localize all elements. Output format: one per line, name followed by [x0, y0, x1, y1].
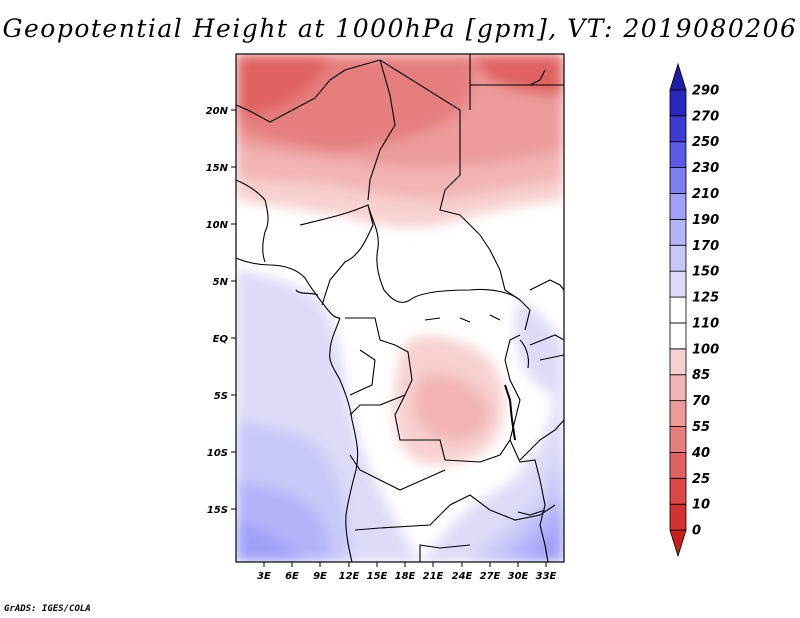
- colorbar-swatch: [669, 400, 687, 427]
- colorbar-swatch: [669, 89, 687, 117]
- colorbar-level-label: 100: [692, 342, 719, 357]
- colorbar-swatch: [669, 270, 687, 298]
- lat-tick-label: EQ: [213, 334, 229, 345]
- lon-tick-label: 12E: [339, 571, 360, 582]
- colorbar-swatch: [669, 529, 687, 558]
- longitude-axis: 3E 6E 9E 12E 15E 18E 21E 24E 27E 30E 33E: [257, 562, 557, 582]
- colorbar-swatch: [669, 322, 687, 350]
- lon-tick-label: 21E: [423, 571, 444, 582]
- colorbar-level-label: 40: [691, 446, 710, 461]
- colorbar-level-label: 210: [692, 187, 719, 202]
- colorbar-swatch: [669, 348, 687, 376]
- lat-tick-label: 15N: [206, 163, 229, 174]
- lon-tick-label: 33E: [536, 571, 557, 582]
- lat-tick-label: 15S: [207, 505, 228, 516]
- lon-tick-label: 15E: [367, 571, 388, 582]
- lon-tick-label: 30E: [508, 571, 529, 582]
- lon-tick-label: 18E: [395, 571, 416, 582]
- colorbar-swatch: [669, 374, 687, 402]
- colorbar-swatch: [669, 218, 687, 246]
- colorbar-level-label: 55: [692, 420, 710, 435]
- map-title: Geopotential Height at 1000hPa [gpm], VT…: [2, 14, 798, 43]
- colorbar-swatch: [669, 503, 687, 531]
- lat-tick-label: 20N: [206, 106, 229, 117]
- colorbar-level-label: 85: [692, 368, 710, 383]
- colorbar-swatch: [669, 426, 687, 453]
- colorbar-level-label: 150: [692, 265, 719, 280]
- colorbar-level-label: 230: [692, 161, 719, 176]
- colorbar-level-label: 25: [692, 472, 710, 487]
- grads-credit: GrADS: IGES/COLA: [4, 604, 91, 614]
- colorbar-level-label: 70: [692, 394, 710, 409]
- colorbar-swatch: [669, 167, 687, 194]
- colorbar-swatch: [669, 115, 687, 143]
- colorbar-level-label: 125: [692, 291, 719, 306]
- colorbar-swatch: [669, 452, 687, 479]
- colorbar-swatch: [669, 141, 687, 168]
- lat-tick-label: 10S: [207, 448, 228, 459]
- colorbar-swatch: [669, 62, 687, 91]
- colorbar-swatch: [669, 244, 687, 272]
- colorbar-level-label: 0: [692, 524, 701, 539]
- colorbar-level-label: 10: [692, 498, 710, 513]
- colorbar-level-label: 290: [692, 83, 719, 98]
- colorbar-swatch: [669, 477, 687, 505]
- lat-tick-label: 10N: [206, 220, 229, 231]
- lon-tick-label: 27E: [480, 571, 501, 582]
- colorbar-level-label: 110: [692, 316, 719, 331]
- colorbar: 0 10 25 40 55 70 85 100 110 125 150 170 190 210 230 250…: [669, 62, 719, 558]
- lon-tick-label: 24E: [452, 571, 473, 582]
- colorbar-swatch: [669, 296, 687, 324]
- colorbar-level-label: 170: [692, 239, 719, 254]
- lat-tick-label: 5N: [213, 277, 229, 288]
- lat-tick-label: 5S: [214, 391, 228, 402]
- country-borders: [236, 54, 564, 562]
- colorbar-level-label: 190: [692, 213, 719, 228]
- lon-tick-label: 3E: [257, 571, 271, 582]
- colorbar-level-label: 270: [692, 109, 719, 124]
- lon-tick-label: 9E: [313, 571, 327, 582]
- latitude-axis: 20N 15N 10N 5N EQ 5S 10S 15S: [206, 106, 236, 516]
- geopotential-field: [236, 54, 564, 562]
- map-frame: [235, 53, 565, 563]
- colorbar-swatch: [669, 193, 687, 220]
- colorbar-level-label: 250: [692, 135, 719, 150]
- lon-tick-label: 6E: [285, 571, 299, 582]
